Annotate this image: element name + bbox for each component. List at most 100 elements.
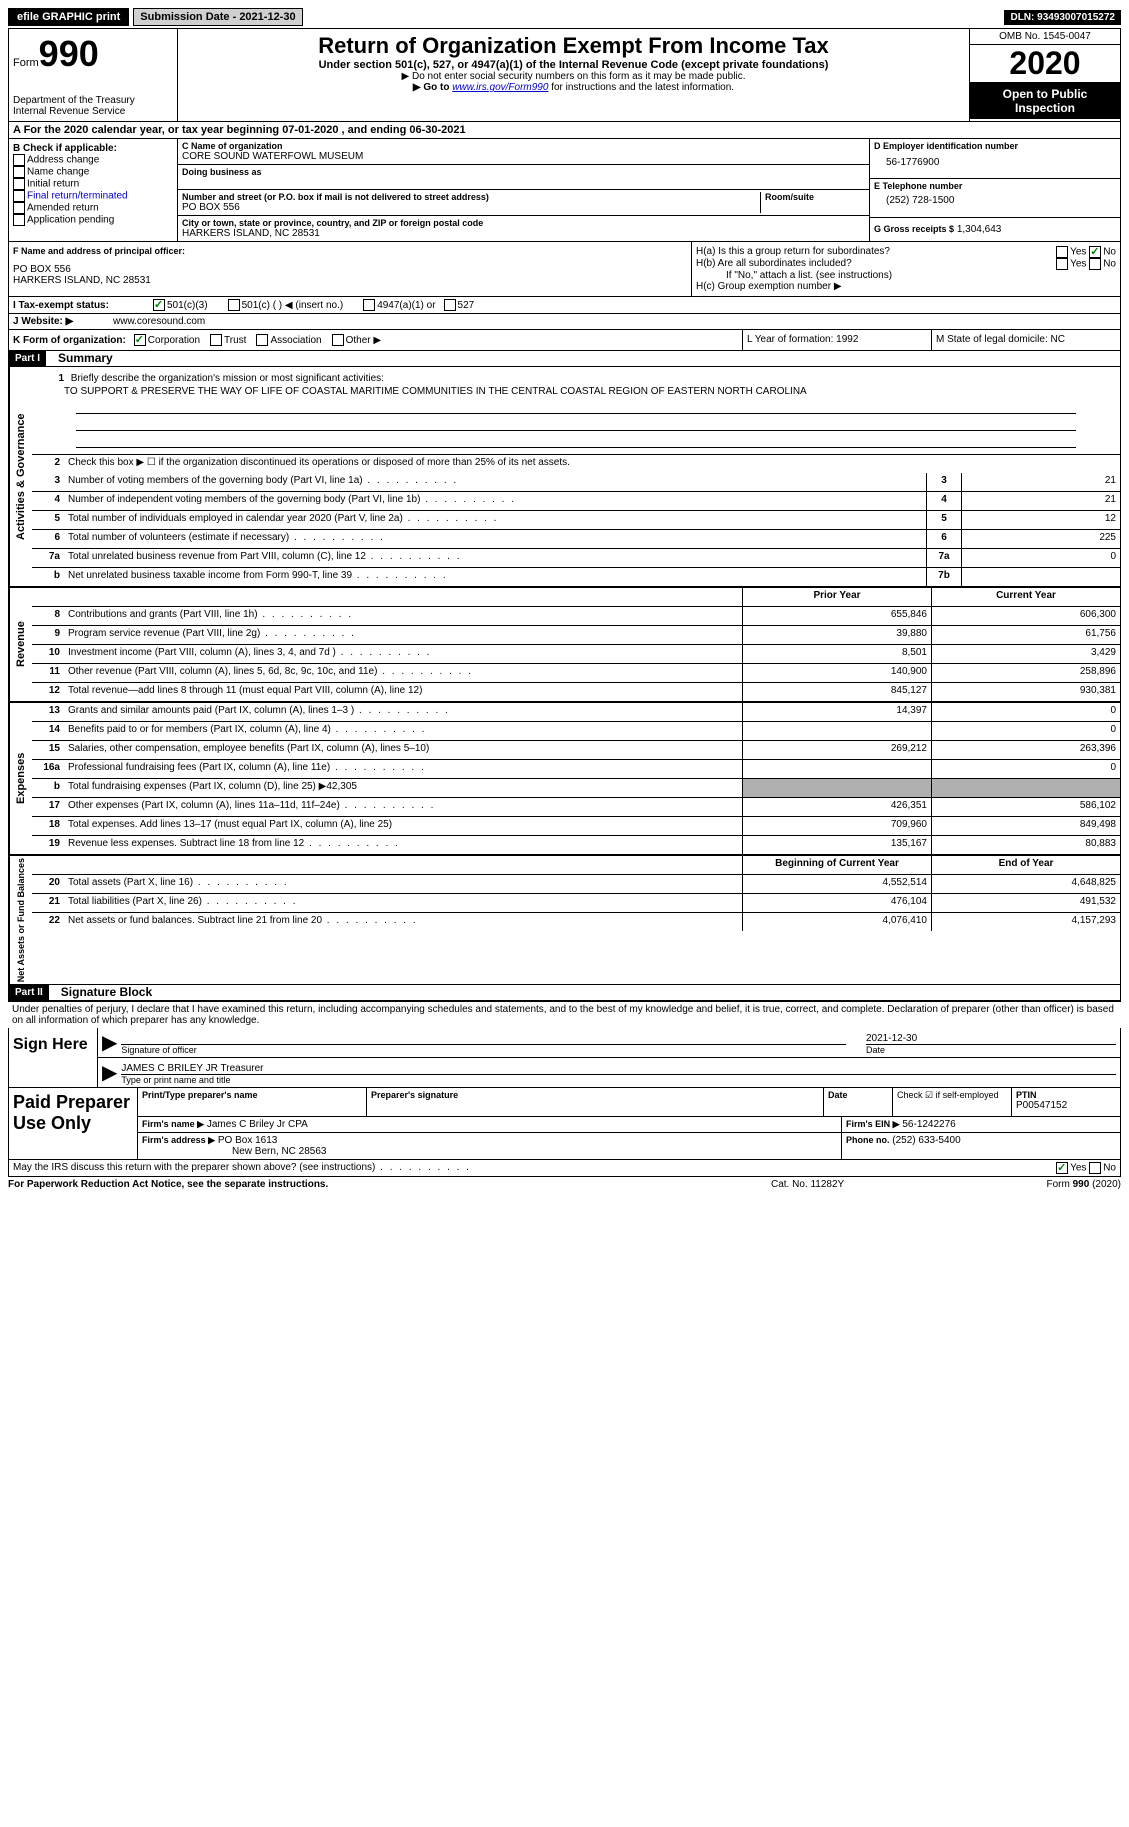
hb-no[interactable] <box>1089 258 1101 270</box>
row-i: I Tax-exempt status: 501(c)(3) 501(c) ( … <box>9 297 1120 314</box>
c14: 0 <box>931 722 1120 740</box>
room-label: Room/suite <box>765 192 865 202</box>
sig-officer-label: Signature of officer <box>121 1044 846 1055</box>
f-block: F Name and address of principal officer:… <box>9 242 692 296</box>
chk-527[interactable] <box>444 299 456 311</box>
line3: Number of voting members of the governin… <box>64 473 926 491</box>
chk-assoc[interactable] <box>256 334 268 346</box>
lbl-4947: 4947(a)(1) or <box>377 300 435 311</box>
line7a: Total unrelated business revenue from Pa… <box>64 549 926 567</box>
b22: 4,076,410 <box>742 913 931 931</box>
chk-app-pending[interactable] <box>13 214 25 226</box>
city-label: City or town, state or province, country… <box>182 218 865 228</box>
firm-name-label: Firm's name ▶ <box>142 1119 204 1129</box>
part2-header: Part II Signature Block <box>9 984 1120 1001</box>
ptin-val: P00547152 <box>1016 1100 1116 1111</box>
c18: 849,498 <box>931 817 1120 835</box>
prep-phone-label: Phone no. <box>846 1135 890 1145</box>
irs-link[interactable]: www.irs.gov/Form990 <box>452 82 548 93</box>
hb-label: H(b) Are all subordinates included? <box>696 258 1056 270</box>
chk-initial-return[interactable] <box>13 178 25 190</box>
dln-label: DLN: 93493007015272 <box>1004 10 1121 25</box>
part1-header: Part I Summary <box>9 351 1120 367</box>
line10: Investment income (Part VIII, column (A)… <box>64 645 742 663</box>
penalty-text: Under penalties of perjury, I declare th… <box>8 1002 1121 1028</box>
sign-here-label: Sign Here <box>9 1028 98 1087</box>
prep-label: Paid Preparer Use Only <box>9 1088 138 1159</box>
subtitle-2: ▶ Do not enter social security numbers o… <box>182 71 965 82</box>
subtitle-1: Under section 501(c), 527, or 4947(a)(1)… <box>182 59 965 71</box>
prep-date: Date <box>828 1090 888 1100</box>
ha-yes[interactable] <box>1056 246 1068 258</box>
phone-label: E Telephone number <box>874 181 1116 191</box>
chk-amended[interactable] <box>13 202 25 214</box>
h-block: H(a) Is this a group return for subordin… <box>692 242 1120 296</box>
f-addr2: HARKERS ISLAND, NC 28531 <box>13 275 687 286</box>
tab-revenue: Revenue <box>9 588 32 701</box>
discuss-row: May the IRS discuss this return with the… <box>8 1160 1121 1177</box>
preparer-section: Paid Preparer Use Only Print/Type prepar… <box>8 1088 1121 1160</box>
lbl-amended: Amended return <box>27 203 99 214</box>
line13: Grants and similar amounts paid (Part IX… <box>64 703 742 721</box>
line8: Contributions and grants (Part VIII, lin… <box>64 607 742 625</box>
efile-button[interactable]: efile GRAPHIC print <box>8 8 129 26</box>
footer-left: For Paperwork Reduction Act Notice, see … <box>8 1179 771 1190</box>
sign-section: Sign Here ▶ Signature of officer 2021-12… <box>8 1028 1121 1088</box>
i-label: I Tax-exempt status: <box>13 300 153 311</box>
discuss-yes[interactable] <box>1056 1162 1068 1174</box>
dba-label: Doing business as <box>182 167 865 177</box>
hb-yes[interactable] <box>1056 258 1068 270</box>
chk-other[interactable] <box>332 334 344 346</box>
line20: Total assets (Part X, line 16) <box>64 875 742 893</box>
addr-label: Number and street (or P.O. box if mail i… <box>182 192 760 202</box>
org-name: CORE SOUND WATERFOWL MUSEUM <box>182 151 865 162</box>
part2-title: Signature Block <box>61 985 152 1000</box>
discuss-text: May the IRS discuss this return with the… <box>13 1162 1056 1174</box>
line21: Total liabilities (Part X, line 26) <box>64 894 742 912</box>
line5: Total number of individuals employed in … <box>64 511 926 529</box>
chk-final-return[interactable] <box>13 190 25 202</box>
val7b <box>961 568 1120 586</box>
chk-trust[interactable] <box>210 334 222 346</box>
c16a: 0 <box>931 760 1120 778</box>
col-c: C Name of organization CORE SOUND WATERF… <box>178 139 869 241</box>
section-bcd: B Check if applicable: Address change Na… <box>9 139 1120 242</box>
submission-button[interactable]: Submission Date - 2021-12-30 <box>133 8 302 26</box>
chk-name-change[interactable] <box>13 166 25 178</box>
form-header: Form990 Department of the Treasury Inter… <box>9 29 1120 122</box>
c16b <box>931 779 1120 797</box>
line9: Program service revenue (Part VIII, line… <box>64 626 742 644</box>
lbl-assoc: Association <box>270 335 321 346</box>
org-city: HARKERS ISLAND, NC 28531 <box>182 228 865 239</box>
line14: Benefits paid to or for members (Part IX… <box>64 722 742 740</box>
chk-501c[interactable] <box>228 299 240 311</box>
chk-4947[interactable] <box>363 299 375 311</box>
val7a: 0 <box>961 549 1120 567</box>
p8: 655,846 <box>742 607 931 625</box>
ha-label: H(a) Is this a group return for subordin… <box>696 246 1056 258</box>
chk-501c3[interactable] <box>153 299 165 311</box>
p16a <box>742 760 931 778</box>
goto-prefix: ▶ Go to <box>413 82 452 93</box>
j-label: J Website: ▶ <box>13 316 113 327</box>
sig-date-val: 2021-12-30 <box>866 1033 1116 1044</box>
lbl-initial-return: Initial return <box>27 179 79 190</box>
h-note: If "No," attach a list. (see instruction… <box>696 270 1116 281</box>
p17: 426,351 <box>742 798 931 816</box>
val5: 12 <box>961 511 1120 529</box>
b-heading: B Check if applicable: <box>13 143 173 154</box>
chk-address-change[interactable] <box>13 154 25 166</box>
val6: 225 <box>961 530 1120 548</box>
part2-badge: Part II <box>9 985 49 1000</box>
lbl-final-return: Final return/terminated <box>27 191 128 202</box>
line15: Salaries, other compensation, employee b… <box>64 741 742 759</box>
ein-value: 56-1776900 <box>874 151 1116 168</box>
p13: 14,397 <box>742 703 931 721</box>
line19: Revenue less expenses. Subtract line 18 … <box>64 836 742 854</box>
chk-corp[interactable] <box>134 334 146 346</box>
firm-addr2: New Bern, NC 28563 <box>142 1146 837 1157</box>
discuss-no[interactable] <box>1089 1162 1101 1174</box>
ha-no[interactable] <box>1089 246 1101 258</box>
form-container: Form990 Department of the Treasury Inter… <box>8 28 1121 1002</box>
col-prior: Prior Year <box>742 588 931 606</box>
